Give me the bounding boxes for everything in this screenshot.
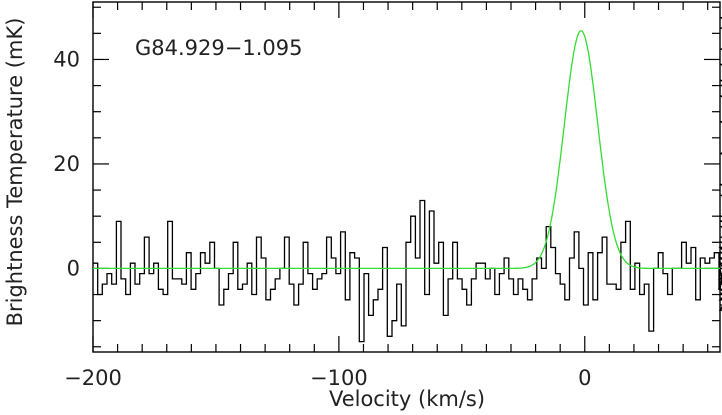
x-tick-label: 0 [578, 366, 591, 390]
y-tick-label: 40 [53, 47, 80, 71]
plot-border [92, 1, 721, 353]
x-axis-label: Velocity (km/s) [329, 387, 485, 411]
gaussian-fit-curve [93, 29, 720, 270]
source-name: G84.929−1.095 [135, 36, 302, 60]
plot-frame [92, 1, 721, 353]
x-tick-label: −100 [310, 366, 368, 390]
y-tick-label: 20 [53, 152, 80, 176]
y-tick-label: 0 [67, 256, 80, 280]
x-tick-label: −200 [64, 366, 122, 390]
y-axis-label: Brightness Temperature (mK) [3, 18, 27, 327]
spectrum-histogram [93, 17, 722, 343]
